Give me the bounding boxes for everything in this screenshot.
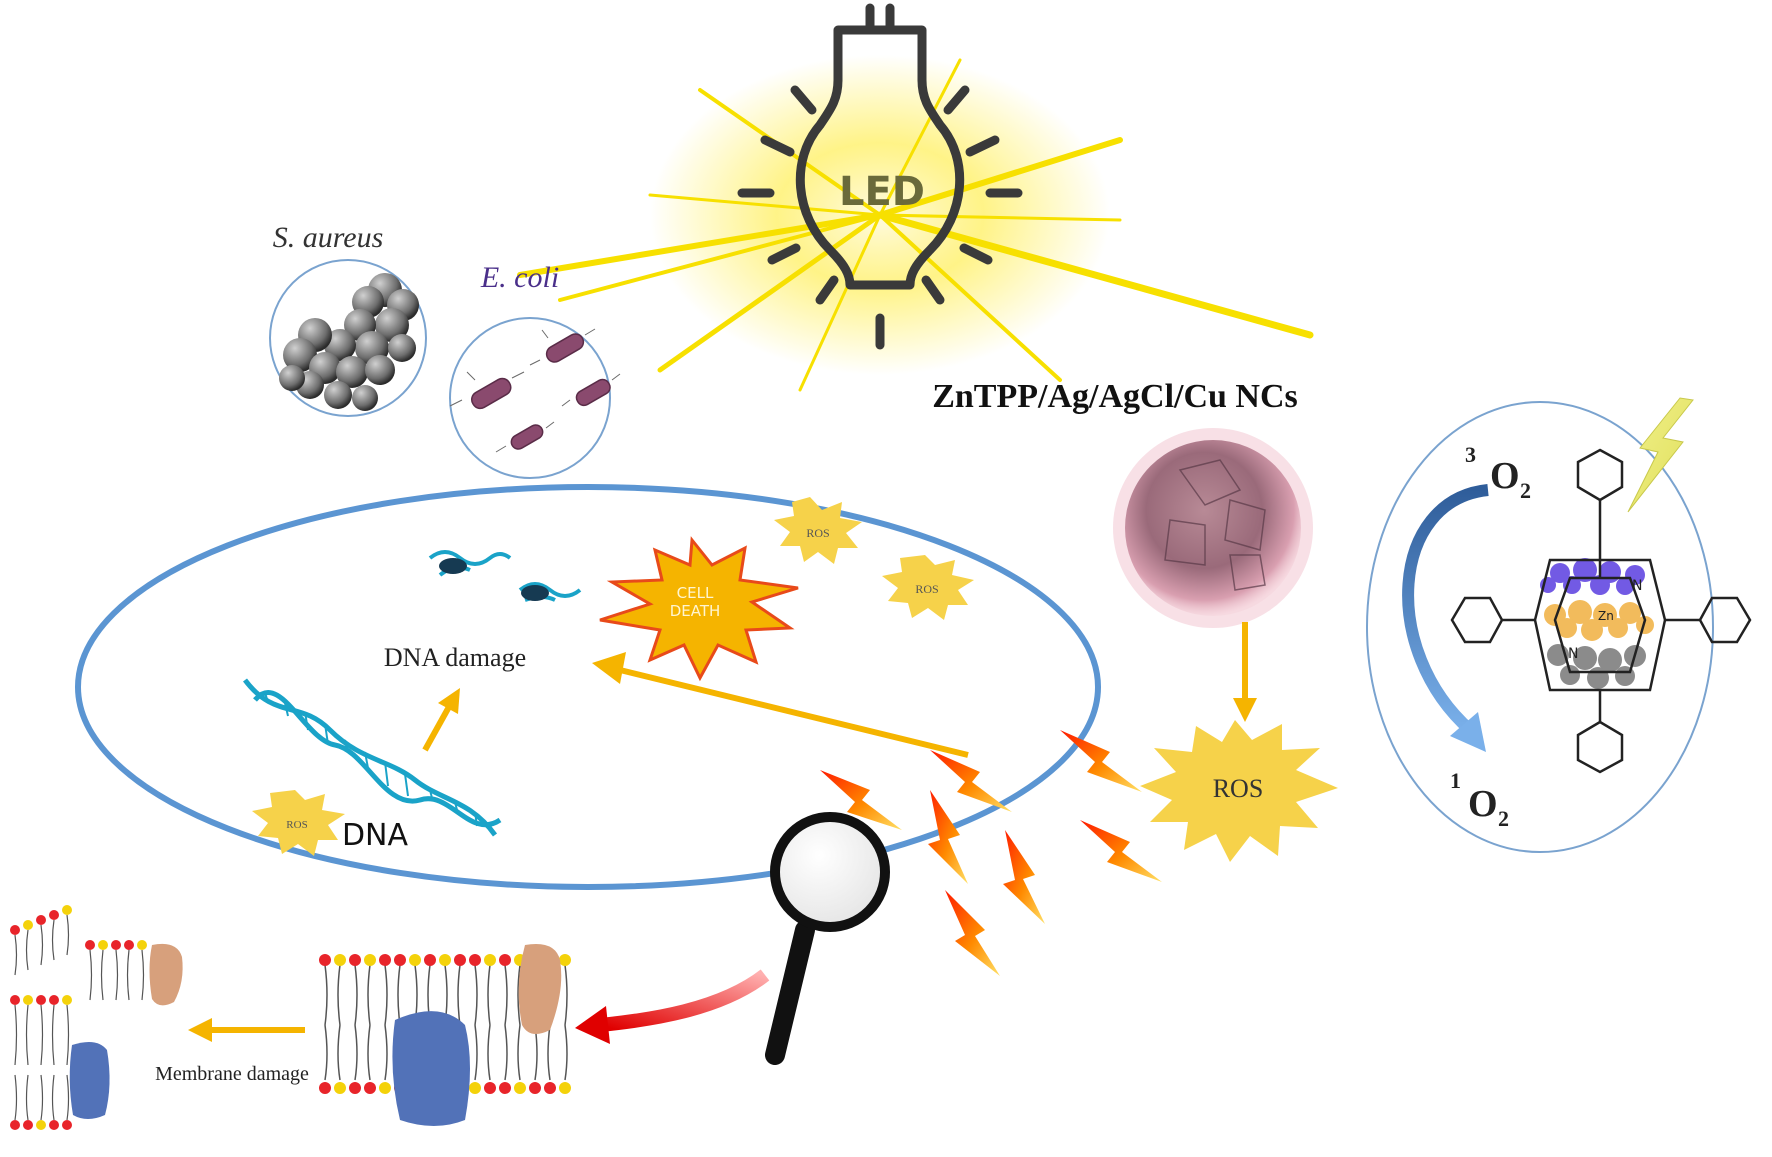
ros-burst-top: ROS xyxy=(774,497,862,564)
s-aureus-label: S. aureus xyxy=(273,221,384,254)
ros-burst-dna: ROS xyxy=(252,790,345,856)
membrane-protein-blue xyxy=(392,1011,470,1126)
membrane-damage-arrow xyxy=(188,1018,305,1042)
porphyrin-panel: 3 O 2 1 O 2 xyxy=(1366,397,1752,853)
green-bolt-icon xyxy=(1627,397,1694,513)
damaged-protein-blue xyxy=(69,1041,110,1119)
nanocomposite-particle xyxy=(1113,428,1313,628)
ros-burst-main: ROS xyxy=(1140,720,1338,862)
membrane-intact xyxy=(319,944,571,1126)
svg-text:O: O xyxy=(1490,455,1520,497)
e-coli-group: E. coli xyxy=(449,261,621,479)
e-coli-bacteria xyxy=(470,333,611,450)
light-rays xyxy=(517,58,1314,392)
e-coli-label: E. coli xyxy=(480,261,559,294)
s-aureus-cocci xyxy=(279,273,419,411)
svg-text:O: O xyxy=(1468,783,1498,825)
e-coli-circle xyxy=(449,317,611,479)
triplet-to-singlet-arrow xyxy=(1402,484,1489,735)
cell-death-line2: DEATH xyxy=(670,602,721,620)
svg-text:1: 1 xyxy=(1450,768,1461,793)
dna-damage-label: DNA damage xyxy=(384,643,526,672)
membrane-damage-label: Membrane damage xyxy=(155,1063,309,1085)
membrane-damaged xyxy=(10,905,183,1130)
zn-atom-label: Zn xyxy=(1598,609,1614,623)
magnifier-icon xyxy=(765,812,890,1065)
n-atom-label-2: N xyxy=(1568,646,1578,662)
led-light: LED xyxy=(517,3,1314,392)
dna-fragment-dark xyxy=(439,558,549,601)
ros-top-label: ROS xyxy=(806,526,829,540)
svg-text:2: 2 xyxy=(1520,478,1531,503)
n-atom-label: N xyxy=(1632,578,1642,594)
ros-to-dna-arrow xyxy=(592,652,969,758)
s-aureus-group: S. aureus xyxy=(269,221,427,417)
zntpp-molecule: N N Zn xyxy=(1450,448,1752,774)
singlet-oxygen: 1 O 2 xyxy=(1450,768,1509,831)
cell-death-line1: CELL xyxy=(677,584,714,602)
lightning-bolts xyxy=(820,730,1162,976)
ros-dna-label: ROS xyxy=(286,819,307,831)
triplet-oxygen: 3 O 2 xyxy=(1465,442,1531,503)
svg-text:2: 2 xyxy=(1498,806,1509,831)
zoom-red-arrow xyxy=(575,969,770,1044)
dna-damage-arrow xyxy=(422,688,460,752)
membrane-protein-tan xyxy=(518,944,562,1034)
bulb-icon xyxy=(795,3,965,290)
nanocomposite-title: ZnTPP/Ag/AgCl/Cu NCs xyxy=(932,378,1298,415)
damaged-protein-tan xyxy=(149,943,183,1006)
ros-main-label: ROS xyxy=(1213,774,1264,803)
led-label: LED xyxy=(839,169,925,215)
ros-burst-right: ROS xyxy=(882,555,974,620)
bulb-dashes xyxy=(737,85,1023,350)
ros-right-label: ROS xyxy=(915,582,938,596)
dna-helix-rungs xyxy=(264,692,478,827)
nc-to-ros-arrow xyxy=(1233,622,1257,722)
cell-death-burst: CELL DEATH xyxy=(599,536,799,682)
svg-text:3: 3 xyxy=(1465,442,1476,467)
dna-label: DNA xyxy=(342,818,409,853)
porphyrin-circle xyxy=(1366,401,1714,853)
bacterial-cell-outline xyxy=(75,484,1101,890)
